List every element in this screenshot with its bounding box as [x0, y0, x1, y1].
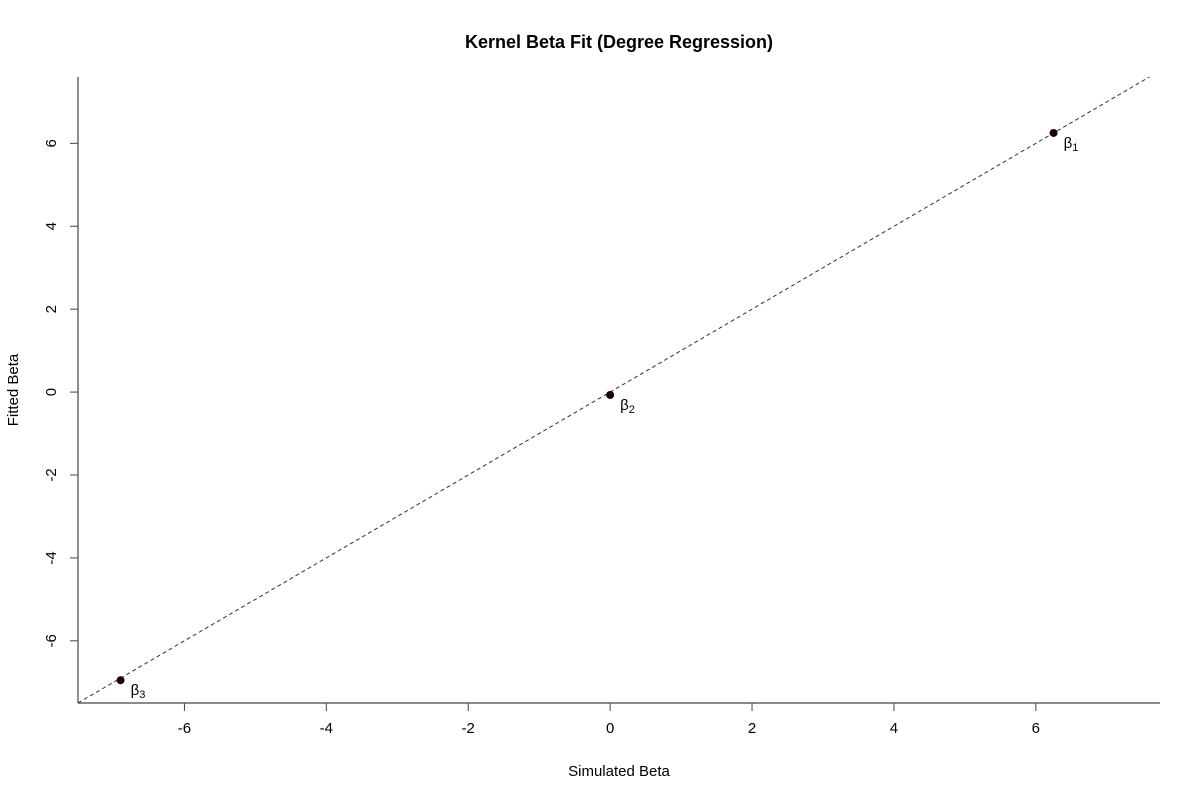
- y-tick-label: 2: [43, 305, 60, 313]
- x-tick-label: 2: [748, 720, 756, 737]
- point-label: β3: [131, 682, 146, 701]
- y-tick-label: -6: [43, 634, 60, 647]
- x-tick-label: 4: [890, 720, 898, 737]
- data-point: [606, 390, 615, 399]
- x-tick-label: -2: [462, 720, 475, 737]
- y-axis-label: Fitted Beta: [5, 353, 22, 426]
- chart-title: Kernel Beta Fit (Degree Regression): [465, 32, 773, 52]
- x-axis-label: Simulated Beta: [568, 763, 670, 780]
- x-tick-label: -4: [320, 720, 333, 737]
- point-label: β2: [620, 397, 635, 416]
- y-tick-label: 6: [43, 139, 60, 147]
- y-tick-label: -2: [43, 468, 60, 481]
- x-tick-label: 6: [1032, 720, 1040, 737]
- y-tick-label: -4: [43, 551, 60, 564]
- point-label: β1: [1064, 135, 1079, 154]
- y-tick-label: 4: [43, 222, 60, 230]
- data-point: [1049, 128, 1058, 137]
- plot-area: -6 -4 -2 0 2 4 6 -6 -4 -2 0 2 4 6 β1 β2 β3: [43, 76, 1160, 737]
- reference-line: [77, 76, 1150, 704]
- y-tick-label: 0: [43, 388, 60, 396]
- x-tick-label: 0: [606, 720, 614, 737]
- x-tick-label: -6: [178, 720, 191, 737]
- data-point: [116, 676, 125, 685]
